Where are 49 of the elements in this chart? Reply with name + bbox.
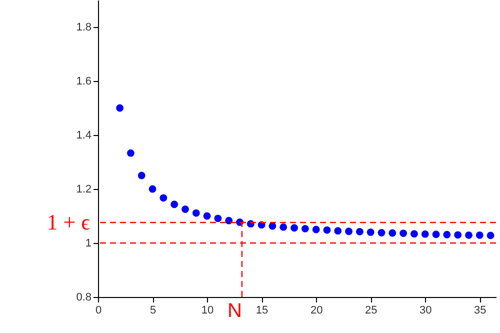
x-tick-label: 10 bbox=[201, 304, 214, 316]
ref-line-label: 1 + ϵ bbox=[46, 209, 90, 234]
point bbox=[127, 149, 134, 157]
point bbox=[148, 185, 156, 193]
point bbox=[290, 224, 298, 232]
point bbox=[323, 226, 331, 234]
point bbox=[116, 104, 124, 112]
point bbox=[312, 226, 320, 234]
point bbox=[400, 230, 408, 237]
x-tick-label: 5 bbox=[150, 304, 156, 316]
point bbox=[268, 222, 276, 230]
point bbox=[246, 220, 254, 228]
point bbox=[454, 231, 462, 239]
point bbox=[410, 230, 418, 238]
point bbox=[345, 228, 353, 236]
point bbox=[432, 230, 440, 238]
point bbox=[214, 214, 222, 222]
y-tick-label: 0.8 bbox=[76, 292, 92, 304]
x-tick-label: 20 bbox=[310, 304, 323, 316]
y-tick-label: 1.8 bbox=[76, 22, 92, 34]
point bbox=[356, 228, 364, 236]
point bbox=[476, 231, 484, 239]
point bbox=[388, 229, 396, 237]
point bbox=[160, 194, 168, 202]
x-tick-label: 0 bbox=[95, 304, 102, 316]
x-tick-label: 30 bbox=[420, 304, 432, 316]
point bbox=[182, 206, 189, 213]
point bbox=[192, 209, 200, 217]
x-tick-label: 15 bbox=[256, 304, 268, 316]
point bbox=[465, 231, 472, 239]
point bbox=[170, 200, 178, 208]
point bbox=[366, 228, 374, 236]
ref-line-label: N bbox=[227, 300, 242, 322]
point bbox=[280, 223, 288, 231]
point bbox=[301, 224, 309, 232]
point bbox=[443, 230, 451, 238]
y-tick-label: 1.2 bbox=[76, 184, 92, 196]
point bbox=[138, 172, 146, 180]
point bbox=[225, 216, 233, 224]
point bbox=[421, 230, 429, 238]
point bbox=[486, 232, 494, 240]
y-tick-label: 1 bbox=[85, 238, 92, 250]
point bbox=[378, 229, 386, 236]
x-tick-label: 25 bbox=[364, 304, 378, 316]
y-tick-label: 1.6 bbox=[76, 76, 92, 88]
point bbox=[203, 212, 211, 220]
y-tick-label: 1.4 bbox=[76, 130, 92, 142]
point bbox=[334, 227, 342, 235]
x-tick-label: 35 bbox=[474, 304, 486, 316]
